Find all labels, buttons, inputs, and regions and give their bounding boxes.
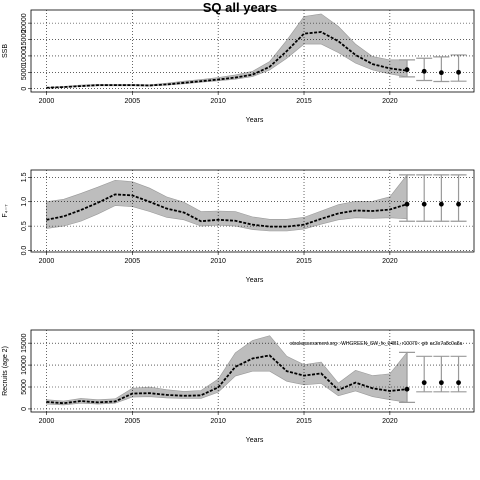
y-tick-label: 0	[21, 87, 28, 91]
projection-point	[456, 380, 461, 386]
plot-frame	[30, 329, 475, 413]
median-line	[46, 193, 408, 228]
plot-frame	[30, 9, 475, 93]
projection-point	[404, 201, 410, 207]
y-tick-label: 0.0	[21, 246, 28, 256]
projection-point	[438, 380, 444, 386]
projection-point	[421, 201, 427, 207]
y-tick-label: 20000	[21, 13, 28, 33]
y-axis-label: Recruits (age 2)	[2, 346, 9, 396]
median-line	[46, 31, 408, 89]
x-tick-label: 2020	[382, 98, 398, 105]
y-tick-label: 1.0	[21, 197, 28, 207]
x-tick-label: 2000	[39, 258, 55, 265]
y-axis-label: F₄₋₇	[2, 204, 9, 218]
x-tick-label: 2015	[296, 418, 312, 425]
y-tick-label: 15000	[21, 333, 28, 353]
x-tick-label: 2015	[296, 98, 312, 105]
x-tick-label: 2020	[382, 418, 398, 425]
y-axis-label: SSB	[2, 44, 9, 58]
x-tick-label: 2005	[125, 98, 141, 105]
x-axis-label: Years	[246, 117, 264, 124]
y-tick-label: 0.5	[21, 221, 28, 231]
projection-point	[456, 69, 461, 75]
fishing-mortality-panel: 2000 2005 2010 2015 2020 0.0 0.5 1.0 1.5 Years F₄₋…	[2, 169, 475, 284]
recruitment-panel: 2000 2005 2010 2015 2020 0 5000 10000 15000 Years…	[2, 329, 475, 444]
y-tick-label: 0	[21, 407, 28, 411]
projection-point	[438, 201, 444, 207]
y-tick-label: 10000	[21, 355, 28, 375]
projection-point	[404, 67, 410, 73]
figure-title: SQ all years	[203, 0, 277, 15]
annotation-text: stockassessment.org : WHGREEN_SW_fx_04B1…	[290, 341, 463, 347]
y-tick-label: 5000	[21, 379, 28, 395]
x-tick-label: 2020	[382, 258, 398, 265]
x-tick-label: 2010	[210, 98, 226, 105]
confidence-band	[46, 174, 408, 232]
confidence-band	[46, 13, 408, 89]
x-tick-label: 2005	[125, 258, 141, 265]
ssb-panel: 2000 2005 2010 2015 2020 0 5000100001500020000…	[2, 9, 475, 124]
median-line	[46, 354, 408, 405]
x-axis-label: Years	[246, 277, 264, 284]
projection-point	[456, 201, 461, 207]
y-tick-label: 10000	[21, 46, 28, 66]
x-tick-label: 2000	[39, 98, 55, 105]
x-tick-label: 2010	[210, 418, 226, 425]
projection-point	[421, 68, 427, 74]
x-tick-label: 2010	[210, 258, 226, 265]
x-tick-label: 2015	[296, 258, 312, 265]
y-tick-label: 5000	[21, 64, 28, 80]
plot-frame	[30, 169, 475, 253]
y-tick-label: 15000	[21, 30, 28, 50]
x-axis-label: Years	[246, 437, 264, 444]
x-tick-label: 2005	[125, 418, 141, 425]
projection-point	[421, 380, 427, 386]
projection-point	[438, 70, 444, 76]
projection-point	[404, 386, 410, 392]
x-tick-label: 2000	[39, 418, 55, 425]
y-tick-label: 1.5	[21, 172, 28, 182]
